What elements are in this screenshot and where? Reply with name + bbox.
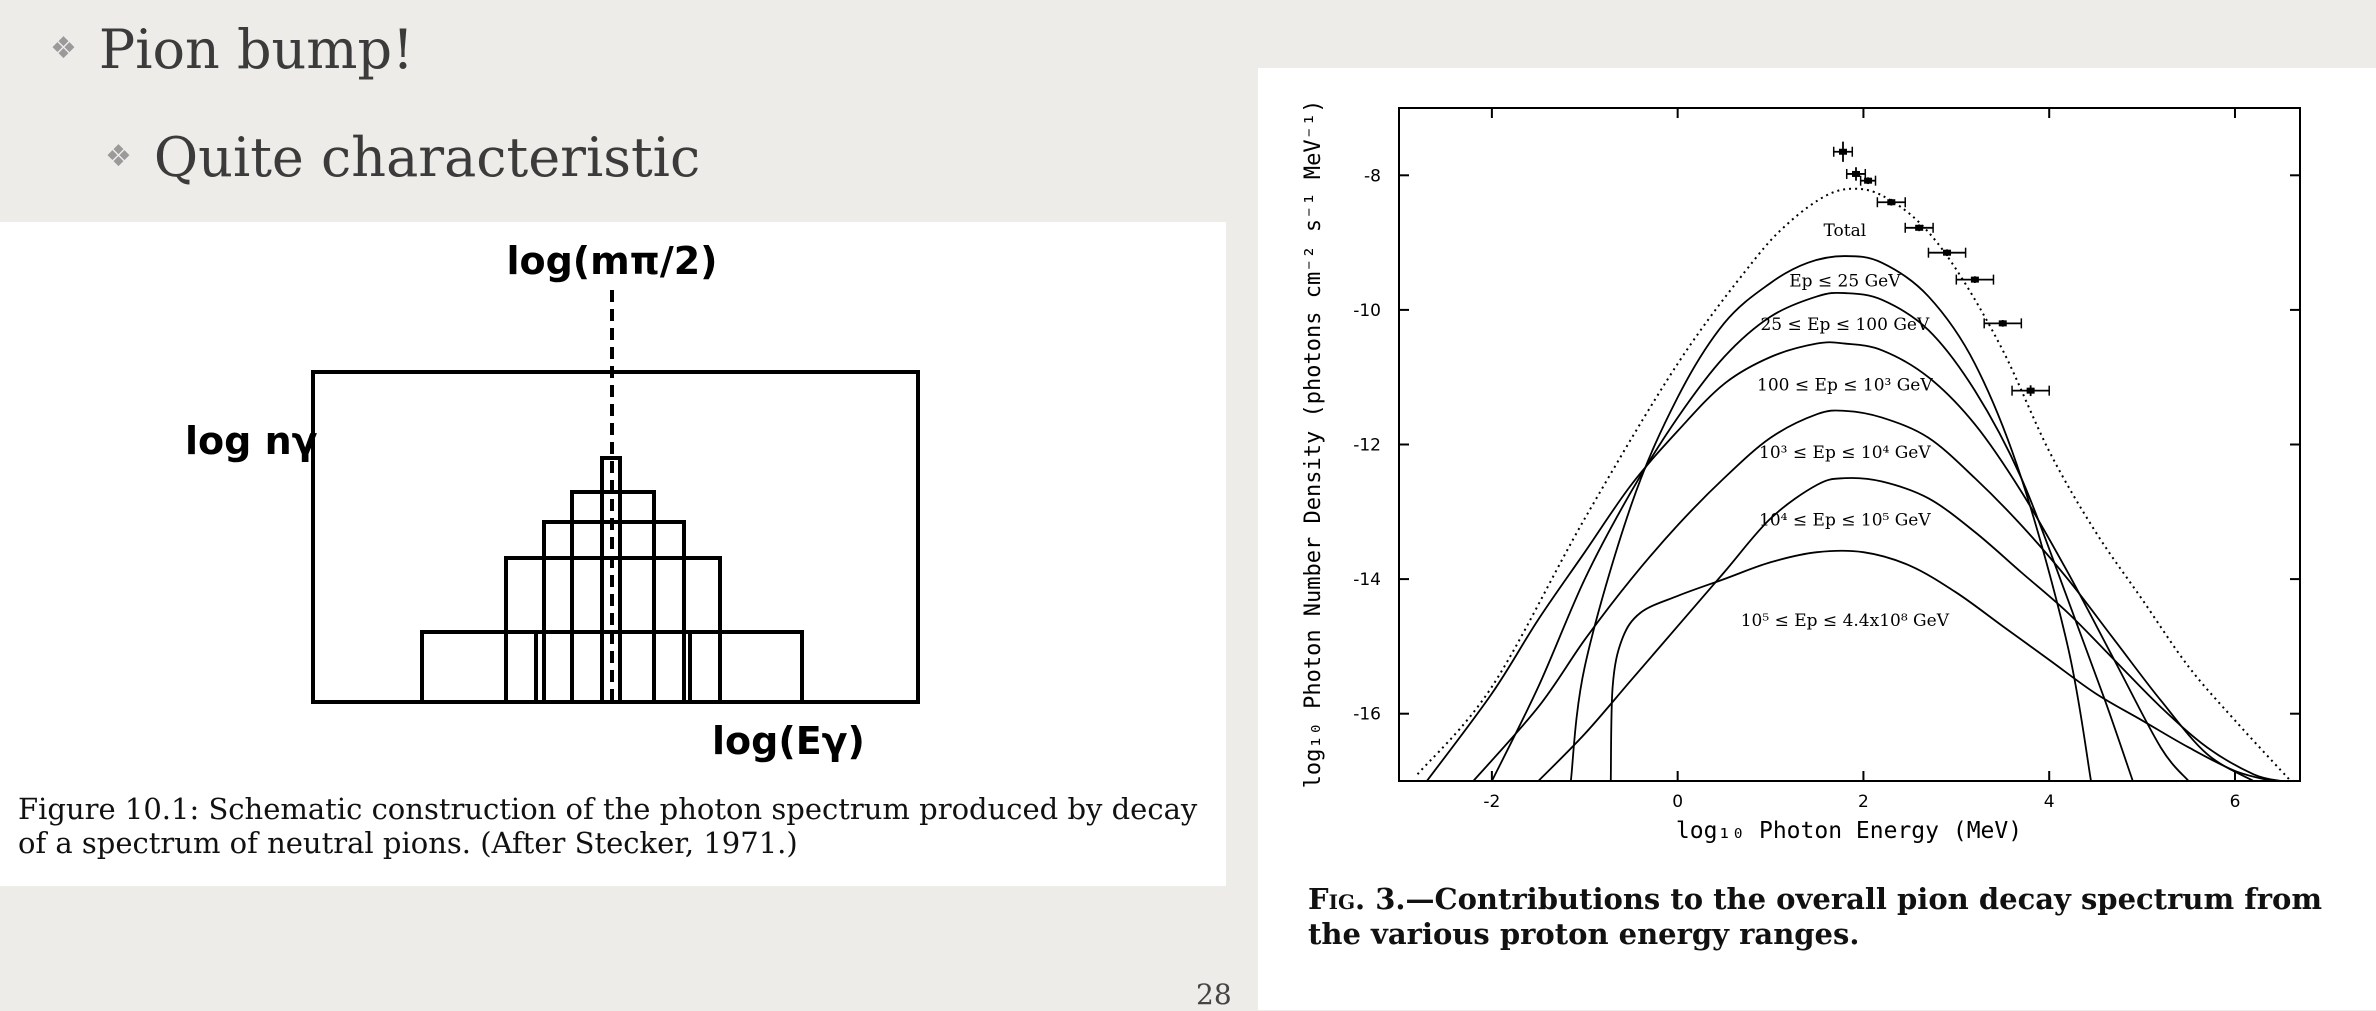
series-line (1426, 341, 2190, 781)
bullet-text: Quite characteristic (153, 126, 701, 189)
pion-decay-spectrum-chart: -2 0 2 4 6 -8 -10 -12 -14 -16 Total Ep ≤ 25 GeV 25 … (1301, 100, 2301, 844)
data-point (1864, 177, 1873, 184)
y-tick-label: -8 (1364, 166, 1381, 186)
diamond-bullet-icon: ❖ (50, 31, 77, 66)
y-tick-label: -16 (1353, 705, 1381, 725)
data-point (1887, 199, 1896, 206)
outer-frame (311, 370, 920, 704)
x-tick-label: 4 (2044, 792, 2055, 812)
curve-label: 10⁴ ≤ Ep ≤ 10⁵ GeV (1759, 510, 1931, 530)
right-figure-caption: Fig. 3.—Contributions to the overall pio… (1308, 882, 2368, 952)
curve-label: 25 ≤ Ep ≤ 100 GeV (1760, 315, 1930, 335)
pion-box-5 (600, 456, 622, 704)
bullet-item-pion-bump: ❖ Pion bump! (50, 18, 414, 81)
x-tick-label: 2 (1858, 792, 1869, 812)
data-point (1852, 170, 1861, 177)
curve-label: 10³ ≤ Ep ≤ 10⁴ GeV (1759, 443, 1931, 463)
series-line (1472, 409, 2255, 781)
figure-caption-text: —Contributions to the overall pion decay… (1308, 882, 2323, 951)
y-tick-label: -12 (1353, 436, 1381, 456)
bullet-item-characteristic: ❖ Quite characteristic (105, 126, 700, 189)
figure-label: Fig. 3. (1308, 882, 1406, 916)
series-line (1609, 549, 2273, 781)
top-label: log(mπ/2) (506, 239, 717, 283)
data-point (1970, 276, 1979, 283)
x-tick-label: 0 (1672, 792, 1683, 812)
data-point (1838, 148, 1847, 155)
x-tick-label: -2 (1483, 792, 1500, 812)
diamond-bullet-icon: ❖ (105, 139, 132, 174)
x-axis-title: log₁₀ Photon Energy (MeV) (1676, 818, 2022, 844)
left-figure-panel: log(mπ/2) log nγ log(Eγ) Figure 10.1: Sc… (0, 222, 1226, 886)
data-point (1998, 320, 2007, 327)
curve-label: Total (1824, 221, 1867, 241)
curve-label: Ep ≤ 25 GeV (1789, 271, 1901, 291)
bullet-text: Pion bump! (98, 18, 414, 81)
page-number: 28 (1196, 978, 1232, 1011)
right-figure-panel: -2 0 2 4 6 -8 -10 -12 -14 -16 Total Ep ≤ 25 GeV 25 … (1258, 68, 2376, 1010)
curve-label: 10⁵ ≤ Ep ≤ 4.4x10⁸ GeV (1741, 611, 1950, 631)
y-tick-label: -14 (1353, 570, 1381, 590)
series-line (1491, 291, 2134, 781)
data-point (1915, 224, 1924, 231)
y-axis-title: log₁₀ Photon Number Density (photons cm⁻… (1301, 100, 1326, 789)
y-tick-label: -10 (1353, 301, 1381, 321)
x-tick-label: 6 (2230, 792, 2241, 812)
series-line (1537, 477, 2282, 781)
y-axis-label: log nγ (185, 419, 318, 463)
data-point (1943, 249, 1952, 256)
left-figure-caption: Figure 10.1: Schematic construction of t… (18, 792, 1198, 860)
data-point (2026, 387, 2035, 394)
curve-label: 100 ≤ Ep ≤ 10³ GeV (1757, 376, 1933, 396)
schematic-diagram: log(mπ/2) log nγ log(Eγ) (185, 239, 920, 763)
x-axis-label: log(Eγ) (712, 719, 865, 763)
